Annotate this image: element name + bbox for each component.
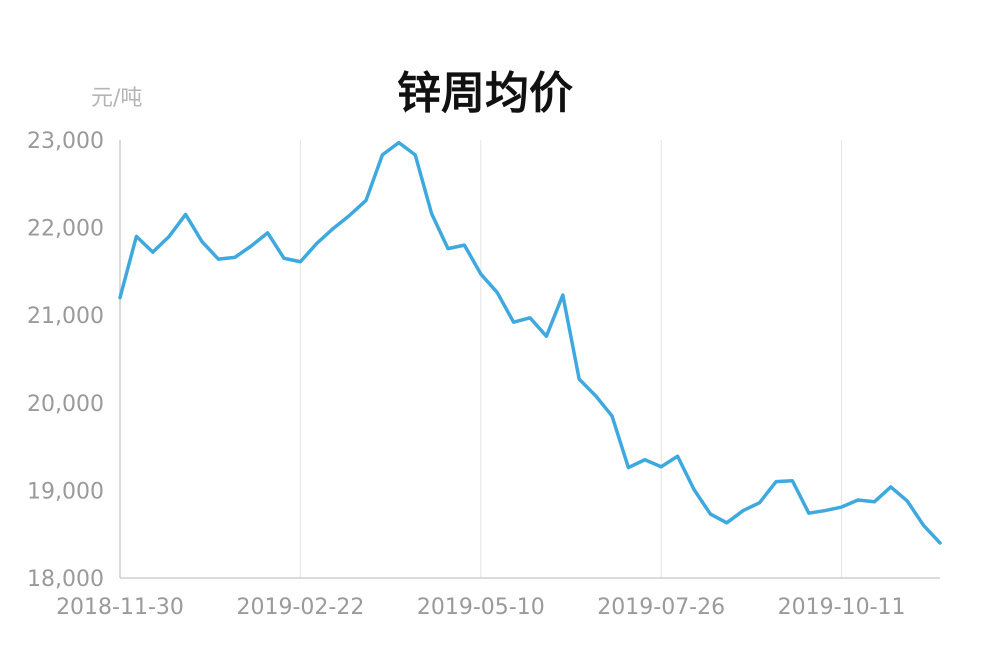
- x-tick-label: 2019-05-10: [417, 595, 545, 620]
- y-axis-ticks: 18,000 19,000 20,000 21,000 22,000 23,000: [27, 129, 104, 592]
- x-tick-label: 2019-10-11: [778, 595, 906, 620]
- x-axis-ticks: 2018-11-30 2019-02-22 2019-05-10 2019-07-26…: [56, 595, 905, 620]
- series-line: [118, 140, 942, 545]
- x-tick-label: 2019-02-22: [236, 595, 364, 620]
- chart-title: 锌周均价: [397, 68, 573, 119]
- y-tick-label: 23,000: [27, 129, 104, 154]
- y-tick-label: 20,000: [27, 392, 104, 417]
- series-layer: [118, 140, 942, 545]
- x-tick-label: 2018-11-30: [56, 595, 184, 620]
- y-tick-label: 21,000: [27, 304, 104, 329]
- y-axis-unit-label: 元/吨: [91, 86, 142, 111]
- y-tick-label: 22,000: [27, 217, 104, 242]
- grid-lines: [299, 140, 843, 578]
- axes: [119, 140, 940, 579]
- y-tick-label: 19,000: [27, 479, 104, 504]
- y-tick-label: 18,000: [27, 567, 104, 592]
- x-tick-label: 2019-07-26: [597, 595, 725, 620]
